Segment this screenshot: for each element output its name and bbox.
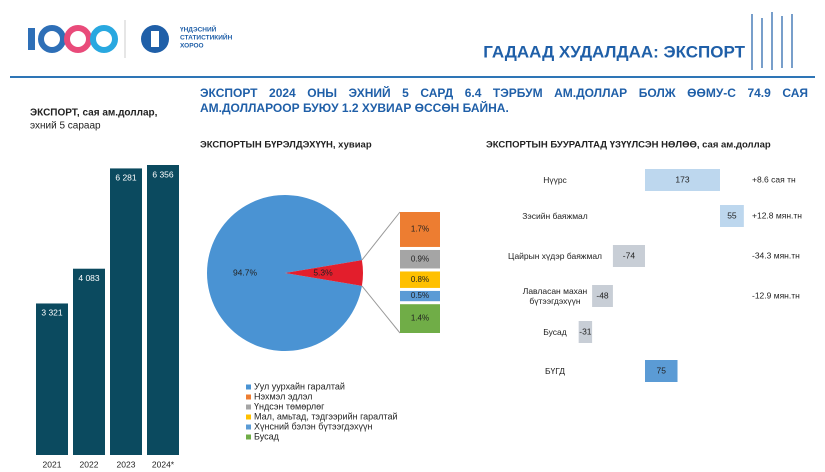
waterfall-bar [645, 360, 678, 382]
waterfall-note: -34.3 мян.тн [752, 250, 800, 260]
waterfall-note: +12.8 мян.тн [752, 210, 802, 220]
bar [147, 165, 179, 455]
waterfall-bar [645, 169, 720, 191]
waterfall-value-label: -74 [623, 250, 636, 260]
bar-value-label: 4 083 [78, 273, 100, 283]
breakdown-segment [400, 212, 440, 247]
breakdown-segment [400, 271, 440, 288]
bar [110, 168, 142, 455]
legend-label: Үндсэн төмөрлөг [254, 401, 325, 411]
logo-text: ҮНДЭСНИЙ [180, 25, 217, 34]
bar-value-label: 6 356 [152, 169, 174, 179]
pie-title: ЭКСПОРТЫН БҮРЭЛДЭХҮҮН, хувиар [200, 140, 372, 151]
legend-swatch [246, 384, 251, 390]
waterfall-value-label: 173 [675, 174, 689, 184]
breakdown-segment [400, 290, 440, 302]
legend-swatch [246, 434, 251, 440]
legend-label: Уул уурхайн гаралтай [254, 381, 345, 391]
x-tick-label: 2021 [43, 459, 62, 469]
page-title: ГАДААД ХУДАЛДАА: ЭКСПОРТ [483, 42, 745, 61]
pie-label: 94.7% [233, 267, 258, 277]
pie-label: 5.3% [313, 267, 333, 277]
waterfall-bar [592, 285, 613, 307]
headline: ЭКСПОРТ 2024 ОНЫ ЭХНИЙ 5 САРД 6.4 ТЭРБУМ… [200, 86, 808, 115]
bar-value-label: 3 321 [41, 308, 63, 318]
waterfall-title: ЭКСПОРТЫН БУУРАЛТАД ҮЗҮҮЛСЭН НӨЛӨӨ, сая … [486, 140, 771, 151]
pie-slice [207, 195, 362, 351]
x-tick-label: 2024* [152, 459, 175, 469]
breakdown-label: 0.8% [411, 275, 429, 284]
legend-swatch [246, 404, 251, 410]
waterfall-bar [578, 321, 593, 343]
waterfall-value-label: 55 [727, 210, 737, 220]
waterfall-bar [612, 245, 645, 267]
waterfall-note: -12.9 мян.тн [752, 290, 800, 300]
waterfall-category: БҮГД [544, 366, 566, 376]
breakdown-segment [400, 304, 440, 333]
waterfall-category: Зэсийн баяжмал [522, 211, 588, 221]
x-tick-label: 2022 [80, 459, 99, 469]
bar-title: ЭКСПОРТ, сая ам.доллар, [30, 108, 158, 119]
legend-label: Мал, амьтад, тэдгээрийн гаралтай [254, 411, 398, 421]
bar [73, 268, 105, 455]
logo-text: ХОРОО [180, 43, 204, 50]
legend-swatch [246, 414, 251, 420]
legend-swatch [246, 394, 251, 400]
waterfall-value-label: -31 [579, 326, 592, 336]
connector [361, 285, 401, 334]
breakdown-label: 1.7% [411, 225, 429, 234]
legend-label: Бусад [254, 431, 280, 441]
waterfall-category: Нүүрс [543, 175, 567, 185]
pie-slice [285, 260, 363, 286]
legend-label: Нэхмэл эдлэл [254, 391, 312, 401]
waterfall-category: Бусад [543, 327, 567, 337]
bar-subtitle: эхний 5 сараар [30, 121, 101, 132]
breakdown-label: 1.4% [411, 314, 429, 323]
waterfall-category: Лавласан махан бүтээгдэхүүн [522, 286, 588, 306]
legend-label: Хүнсний бэлэн бүтээгдэхүүн [254, 421, 372, 431]
waterfall-category: Цайрын хүдэр баяжмал [507, 251, 603, 261]
bar-value-label: 6 281 [115, 173, 137, 183]
waterfall-note: +8.6 сая тн [752, 174, 796, 184]
connector [361, 211, 401, 261]
mongol-script [751, 12, 793, 70]
breakdown-label: 0.5% [411, 291, 429, 300]
waterfall-value-label: 75 [657, 365, 667, 375]
legend-swatch [246, 424, 251, 430]
breakdown-segment [400, 249, 440, 269]
x-tick-label: 2023 [117, 459, 136, 469]
waterfall-value-label: -48 [596, 290, 609, 300]
waterfall-bar [720, 205, 744, 227]
logo-text: СТАТИСТИКИЙН [180, 33, 233, 42]
logo-100 [28, 25, 118, 53]
bar [36, 303, 68, 455]
breakdown-label: 0.9% [411, 254, 429, 263]
logo-emblem-figure [151, 31, 159, 47]
